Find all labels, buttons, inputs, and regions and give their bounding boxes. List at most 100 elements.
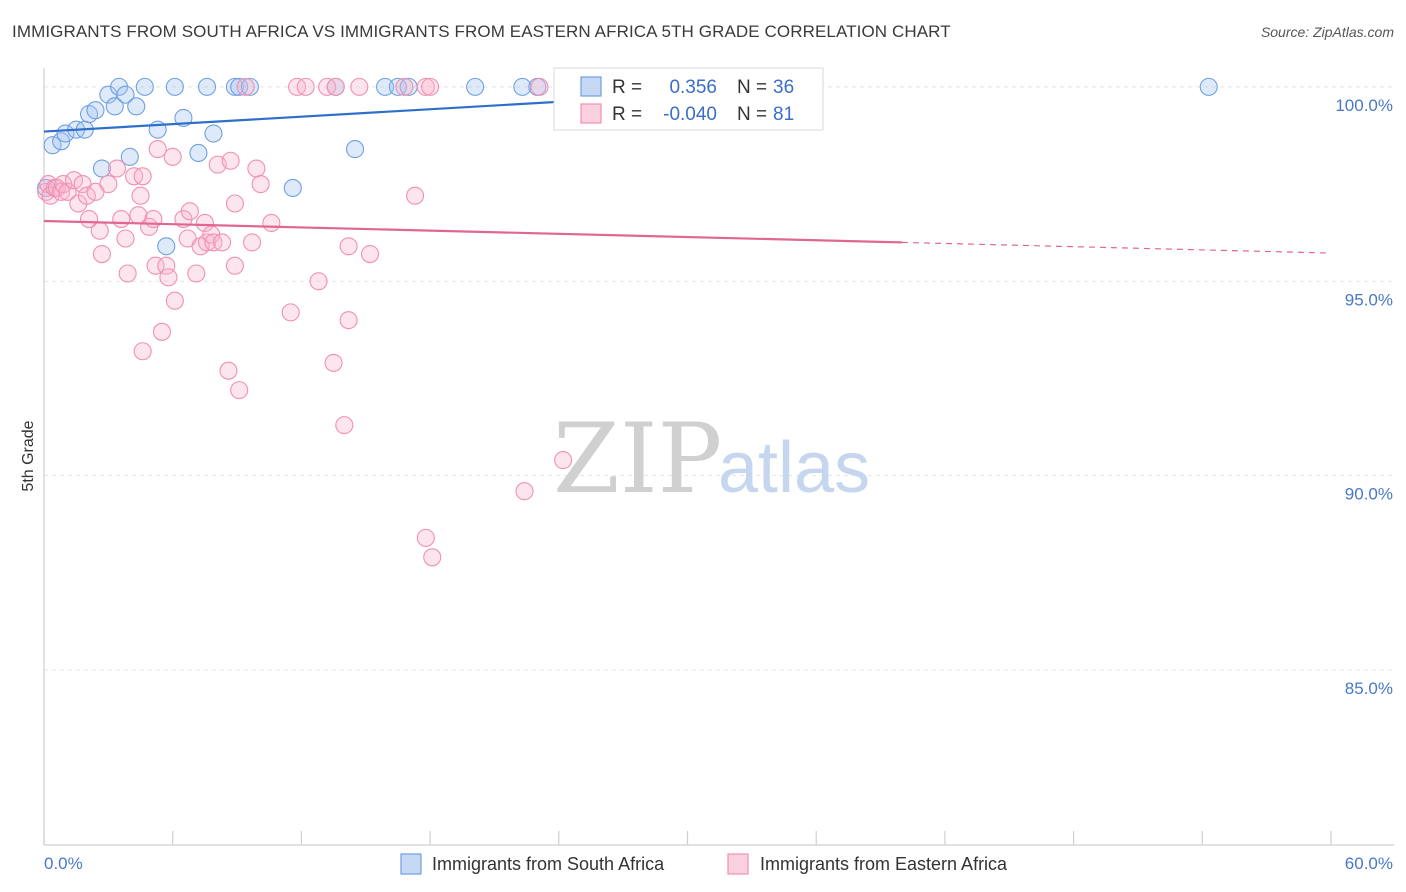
point-south-africa-8	[92, 159, 111, 178]
y-tick-label-0: 100.0%	[1335, 96, 1393, 115]
y-tick-label-2: 90.0%	[1345, 485, 1393, 504]
point-south-africa-13	[120, 147, 139, 166]
legend-n-label-2: N =	[737, 104, 767, 125]
x-tick-label-min: 0.0%	[44, 854, 83, 873]
bottom-legend-swatch-eastern-africa	[727, 853, 749, 875]
point-south-africa-1	[43, 136, 62, 155]
point-eastern-africa-17	[107, 159, 126, 178]
point-eastern-africa-40	[195, 213, 214, 233]
point-eastern-africa-45	[212, 233, 232, 252]
point-eastern-africa-52	[243, 233, 262, 252]
point-eastern-africa-65	[339, 311, 358, 330]
point-eastern-africa-19	[116, 229, 135, 248]
point-south-africa-12	[116, 85, 135, 104]
legend-r-value-south-africa: 0.356	[669, 77, 717, 98]
point-eastern-africa-54	[251, 175, 270, 194]
point-eastern-africa-56	[281, 303, 300, 322]
point-eastern-africa-31	[157, 256, 176, 275]
point-south-africa-25	[240, 77, 259, 96]
legend-n-value-south-africa: 36	[773, 77, 794, 98]
point-eastern-africa-61	[324, 353, 343, 372]
point-eastern-africa-28	[146, 256, 165, 275]
point-eastern-africa-58	[296, 77, 315, 96]
point-south-africa-32	[466, 77, 485, 96]
point-eastern-africa-37	[180, 202, 199, 221]
point-eastern-africa-70	[416, 77, 435, 96]
point-eastern-africa-38	[187, 264, 206, 283]
point-south-africa-26	[283, 178, 302, 198]
source-label: Source: ZipAtlas.com	[1260, 24, 1394, 40]
point-south-africa-14	[127, 97, 146, 116]
point-eastern-africa-16	[99, 175, 118, 194]
watermark-zip: ZIP	[553, 403, 722, 515]
chart-title: IMMIGRANTS FROM SOUTH AFRICA VS IMMIGRAN…	[12, 22, 951, 41]
point-eastern-africa-33	[163, 147, 182, 166]
legend-n-value-eastern-africa: 81	[773, 104, 794, 125]
point-south-africa-20	[189, 143, 208, 163]
point-south-africa-23	[225, 77, 244, 96]
point-eastern-africa-27	[144, 210, 163, 229]
y-tick-label-1: 95.0%	[1345, 290, 1393, 309]
point-eastern-africa-66	[350, 77, 369, 96]
point-eastern-africa-47	[221, 151, 240, 170]
point-eastern-africa-67	[360, 245, 380, 264]
series-legend: Immigrants from South Africa Immigrants …	[400, 853, 1008, 875]
point-eastern-africa-72	[421, 77, 440, 96]
point-eastern-africa-46	[219, 361, 238, 380]
point-south-africa-21	[197, 77, 217, 96]
y-tick-labels: 100.0% 95.0% 90.0% 85.0%	[1335, 96, 1393, 698]
legend-r-label-1: R =	[612, 77, 642, 98]
point-south-africa-24	[230, 77, 249, 96]
point-eastern-africa-74	[515, 482, 534, 501]
legend-n-label-1: N =	[737, 77, 767, 98]
legend-r-label-2: R =	[612, 104, 642, 125]
point-south-africa-35	[1199, 77, 1218, 96]
trend-ext-eastern-africa	[901, 241, 1332, 254]
point-eastern-africa-48	[225, 256, 244, 275]
point-south-africa-29	[376, 77, 395, 96]
data-points	[37, 77, 1218, 567]
point-eastern-africa-18	[112, 210, 131, 229]
point-eastern-africa-68	[395, 77, 414, 96]
point-eastern-africa-71	[416, 528, 435, 547]
point-eastern-africa-63	[335, 416, 354, 435]
point-eastern-africa-59	[309, 272, 328, 291]
bottom-legend-south-africa: Immigrants from South Africa	[432, 854, 665, 874]
legend-r-value-eastern-africa: -0.040	[663, 104, 717, 125]
point-eastern-africa-14	[90, 221, 109, 240]
point-eastern-africa-32	[159, 268, 178, 287]
point-eastern-africa-34	[165, 291, 184, 310]
point-south-africa-17	[157, 237, 176, 256]
trend-eastern-africa	[43, 219, 903, 244]
point-south-africa-22	[204, 124, 223, 143]
y-axis-label: 5th Grade	[20, 420, 37, 491]
legend-swatch-eastern-africa	[580, 103, 602, 124]
point-south-africa-15	[135, 77, 154, 96]
point-eastern-africa-15	[92, 245, 111, 264]
point-eastern-africa-53	[247, 159, 266, 178]
bottom-legend-eastern-africa: Immigrants from Eastern Africa	[760, 854, 1008, 874]
bottom-legend-swatch-south-africa	[400, 853, 422, 875]
point-eastern-africa-73	[423, 548, 442, 567]
point-eastern-africa-24	[133, 167, 152, 186]
point-south-africa-28	[345, 140, 365, 159]
x-tick-label-max: 60.0%	[1345, 854, 1393, 873]
point-eastern-africa-62	[326, 77, 345, 96]
point-eastern-africa-49	[225, 194, 244, 213]
point-eastern-africa-75	[530, 77, 549, 96]
point-eastern-africa-77	[554, 451, 573, 470]
point-south-africa-30	[388, 77, 407, 96]
watermark-atlas: atlas	[718, 428, 870, 508]
point-eastern-africa-64	[339, 237, 358, 256]
point-eastern-africa-7	[58, 182, 77, 201]
point-south-africa-10	[105, 97, 124, 116]
y-tick-label-3: 85.0%	[1345, 679, 1393, 698]
grid	[44, 86, 1394, 671]
point-eastern-africa-51	[236, 77, 255, 96]
legend-swatch-south-africa	[580, 76, 602, 97]
point-south-africa-33	[513, 77, 532, 96]
point-eastern-africa-25	[133, 342, 152, 361]
point-eastern-africa-23	[131, 186, 150, 205]
stats-legend: R = 0.356 N = 36 R = -0.040 N = 81	[553, 67, 824, 131]
